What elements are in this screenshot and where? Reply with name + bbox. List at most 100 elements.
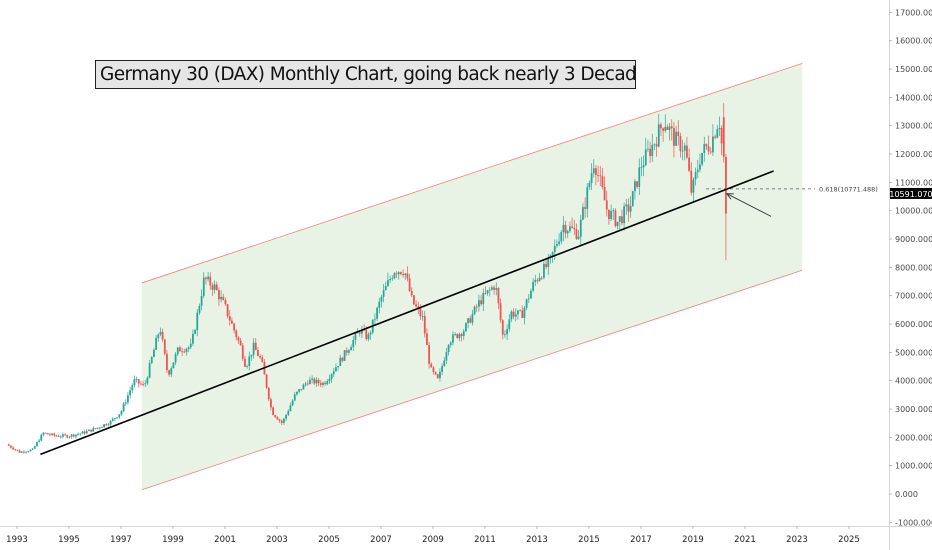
candle-body xyxy=(623,206,625,224)
candle-body xyxy=(274,415,277,418)
candle xyxy=(621,209,623,226)
candle-body xyxy=(441,366,443,372)
candle-body xyxy=(328,378,331,382)
candle-body xyxy=(679,135,682,152)
candle-body xyxy=(235,330,238,338)
candle-body xyxy=(722,117,725,157)
x-tick-label: 2021 xyxy=(734,535,756,545)
candle xyxy=(712,124,714,156)
candle-body xyxy=(384,286,387,291)
candle xyxy=(456,333,459,339)
candle xyxy=(296,391,298,396)
candle-body xyxy=(228,316,231,321)
candle-body xyxy=(720,127,723,144)
candle xyxy=(311,375,313,384)
candle xyxy=(18,449,21,453)
candle xyxy=(623,202,625,231)
candle-body xyxy=(209,276,212,286)
candle xyxy=(200,289,203,311)
candle-body xyxy=(291,400,294,406)
candle xyxy=(469,315,472,324)
candle-body xyxy=(649,148,651,157)
candle-body xyxy=(707,146,710,152)
candle xyxy=(46,432,49,435)
candle-body xyxy=(367,334,370,340)
chart-title-annotation[interactable]: Germany 30 (DAX) Monthly Chart, going ba… xyxy=(95,60,636,89)
candle xyxy=(534,274,537,287)
candle xyxy=(402,269,404,278)
price-axis[interactable]: 17000.000 16000.000 15000.000 14000.000 1300… xyxy=(889,8,932,527)
candle xyxy=(103,424,105,429)
candle xyxy=(64,433,66,437)
candle-body xyxy=(187,347,190,349)
candle xyxy=(146,376,149,386)
channel-fill xyxy=(141,63,803,490)
x-tick-label: 2007 xyxy=(370,535,392,545)
candle-body xyxy=(569,226,571,232)
candle xyxy=(560,230,563,245)
candle xyxy=(166,349,168,373)
candle-body xyxy=(205,277,207,280)
candle-body xyxy=(573,227,576,230)
candle-body xyxy=(692,179,695,193)
candle-body xyxy=(664,126,667,131)
candle xyxy=(59,435,62,439)
candle xyxy=(471,309,474,326)
candle xyxy=(352,336,355,351)
candle xyxy=(400,271,402,276)
candle xyxy=(683,142,686,161)
candle xyxy=(527,294,530,304)
candle xyxy=(183,348,186,354)
candle xyxy=(228,309,231,326)
x-tick-label: 2019 xyxy=(682,535,704,545)
candle xyxy=(192,329,194,347)
candle xyxy=(237,336,240,344)
candle xyxy=(55,434,58,437)
candle xyxy=(92,426,95,432)
time-axis[interactable]: 1993 1995 1997 1999 2001 2003 2005 2007 2009 2011… xyxy=(6,526,860,545)
candle-body xyxy=(213,284,216,290)
candle-body xyxy=(491,287,493,290)
candle xyxy=(449,340,452,348)
candle xyxy=(187,346,190,353)
candle xyxy=(198,303,201,315)
candle xyxy=(421,310,424,321)
candle-body xyxy=(666,126,669,130)
candle-body xyxy=(306,383,309,385)
candle-body xyxy=(709,151,712,153)
candle-body xyxy=(610,210,612,220)
arrow-head-icon xyxy=(725,193,734,200)
candle xyxy=(454,332,456,337)
candle-body xyxy=(681,150,684,152)
candle xyxy=(361,325,363,339)
candle xyxy=(44,432,47,434)
candle xyxy=(709,147,712,155)
candle xyxy=(88,429,90,432)
y-tick-label: 5000.000 xyxy=(895,348,932,357)
y-tick-label: 14000.000 xyxy=(895,93,932,102)
candle-body xyxy=(68,436,71,438)
candle xyxy=(142,381,144,387)
candle xyxy=(573,219,576,235)
candle-body xyxy=(157,334,160,338)
candle xyxy=(259,354,261,359)
candle xyxy=(406,266,409,282)
candle-body xyxy=(426,333,428,346)
candle-body xyxy=(358,332,361,334)
candle xyxy=(666,124,669,130)
candle-body xyxy=(285,414,287,419)
candle-body xyxy=(345,350,348,353)
candle-body xyxy=(393,273,396,279)
candle xyxy=(595,165,597,186)
candle-body xyxy=(625,204,628,207)
candle-body xyxy=(605,200,608,210)
candle-body xyxy=(36,442,38,447)
candle xyxy=(207,271,209,282)
candle-body xyxy=(129,390,131,396)
candle xyxy=(274,414,277,419)
regression-channel xyxy=(141,63,803,491)
candle-body xyxy=(512,311,515,317)
candle-body xyxy=(144,383,147,385)
candle xyxy=(467,317,469,329)
candle xyxy=(484,286,487,295)
